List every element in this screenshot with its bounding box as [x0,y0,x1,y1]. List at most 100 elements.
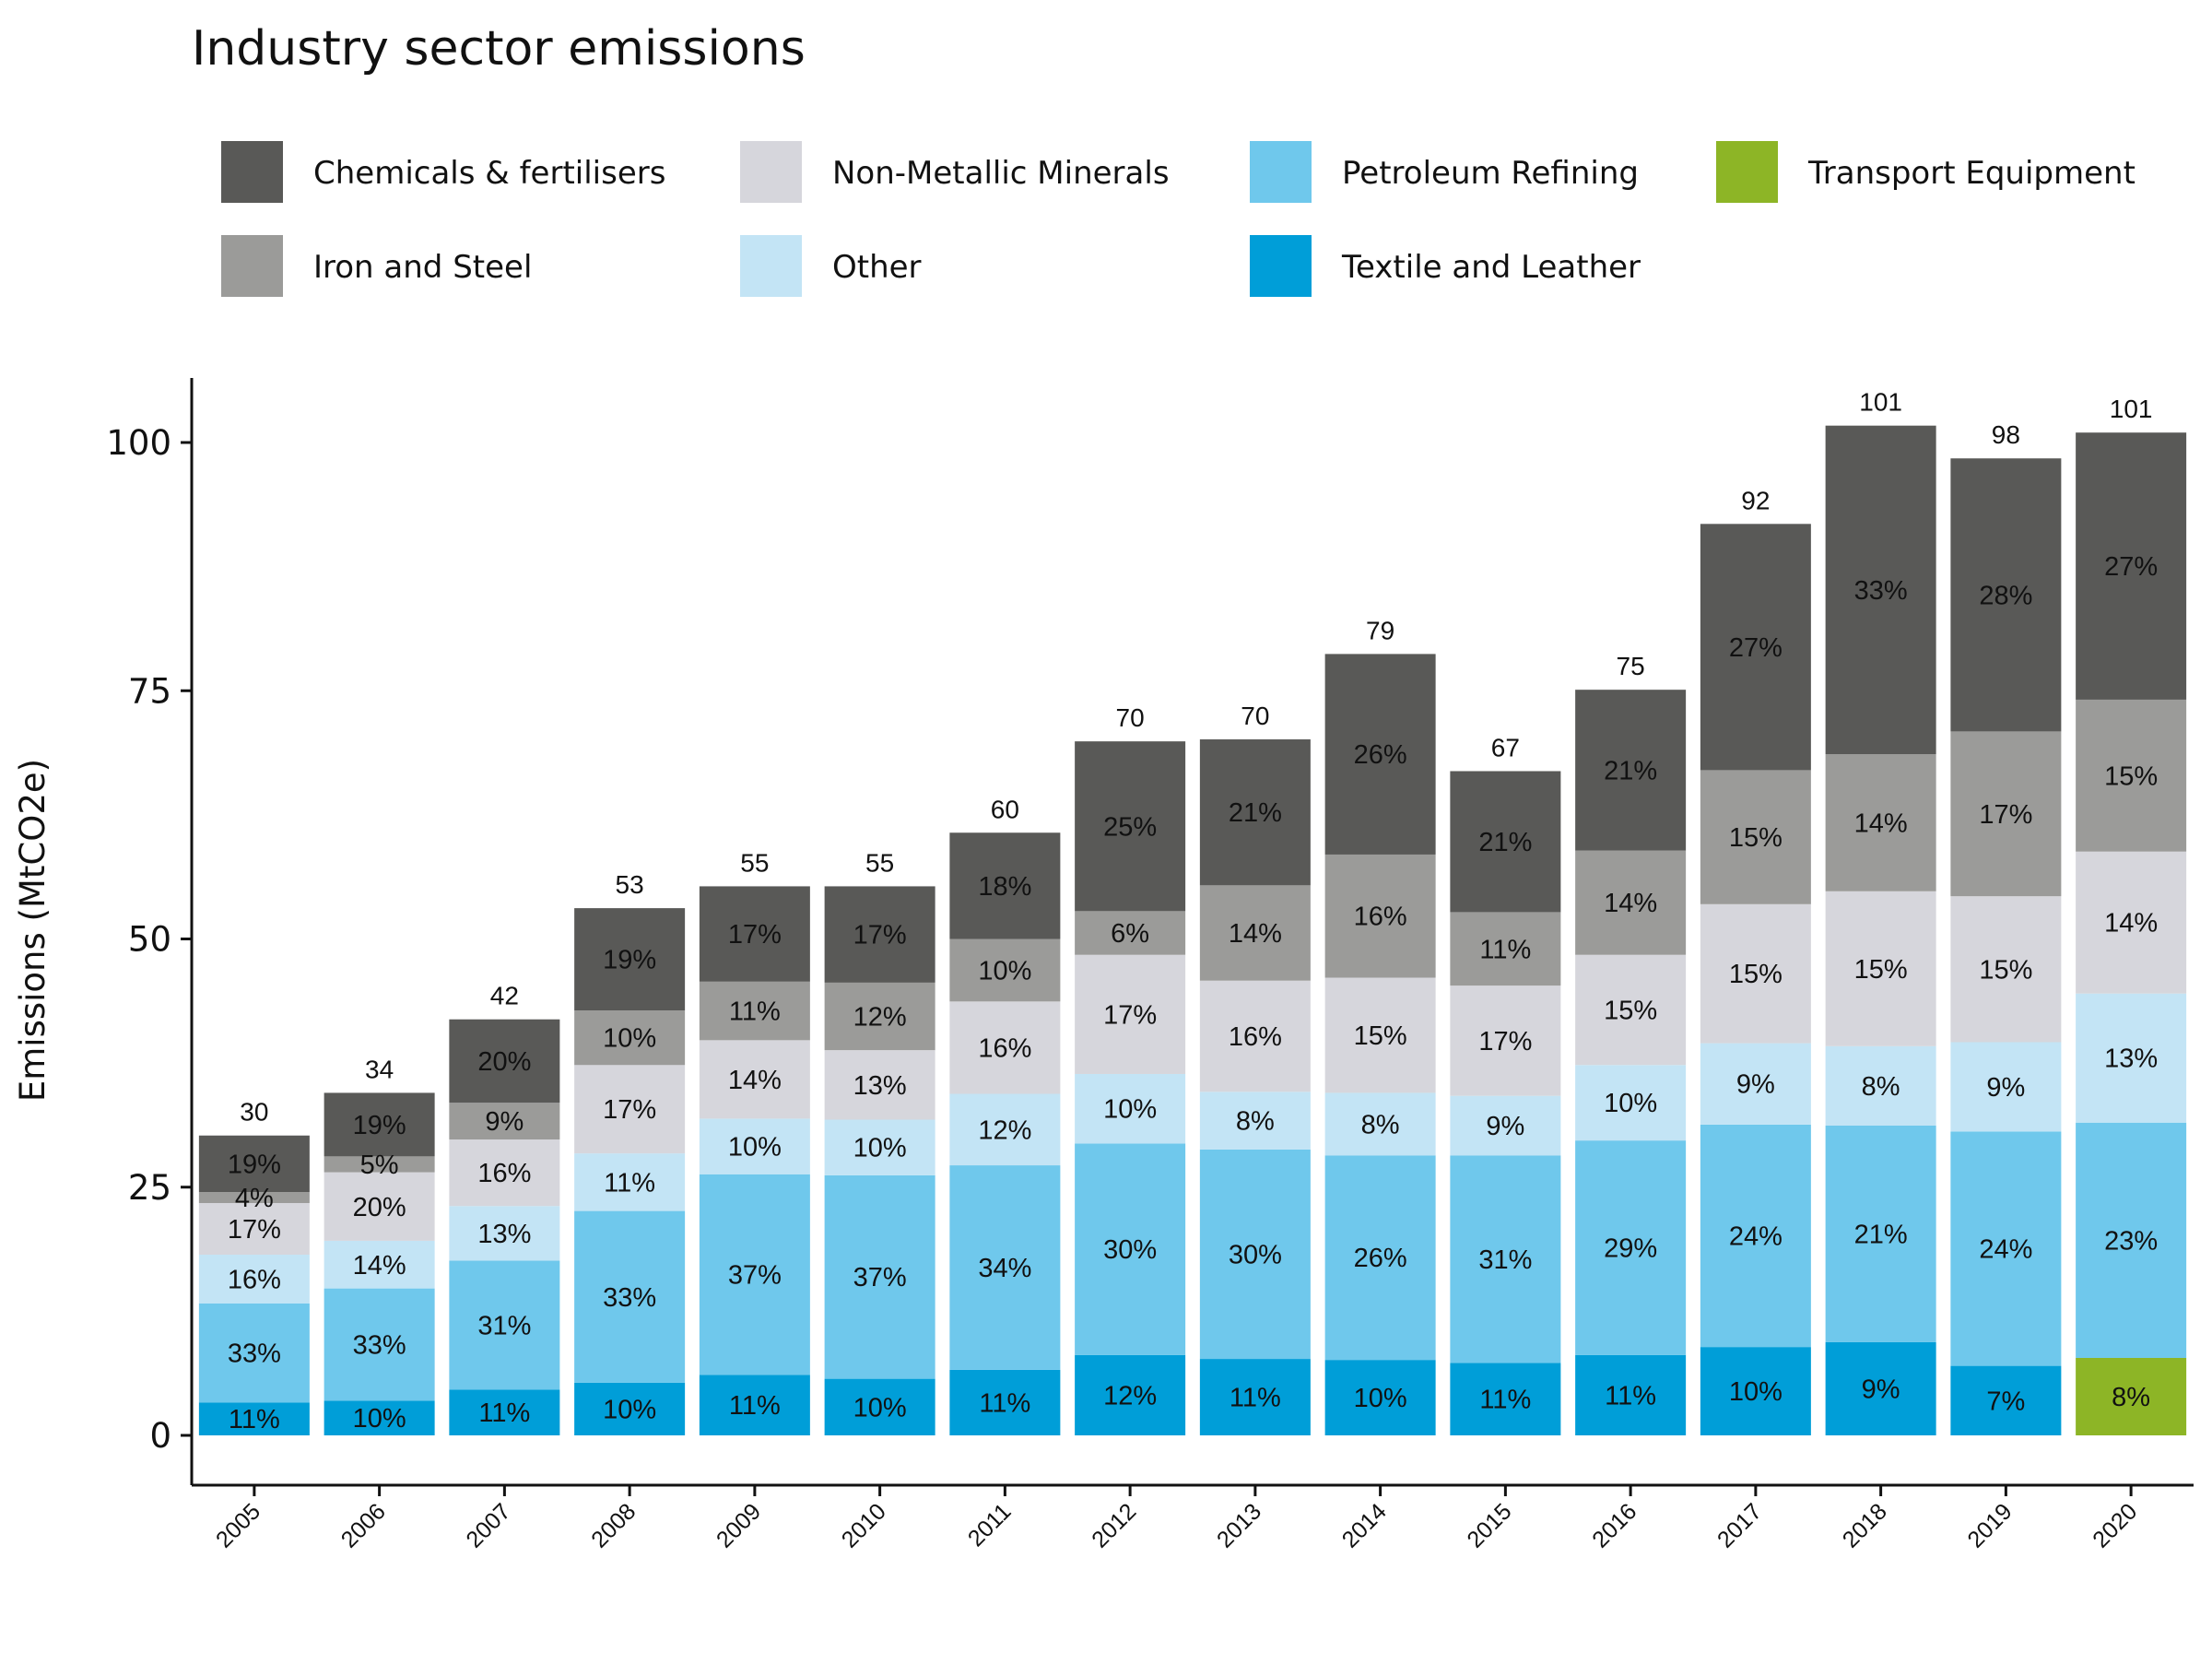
pct-label-non-metallic-minerals-2013: 16% [1229,1022,1282,1052]
bar-petroleum-refining-2020 [2076,1122,2187,1358]
pct-label-petroleum-refining-2005: 33% [228,1339,281,1369]
total-label-2018: 101 [1859,388,1902,417]
bar-petroleum-refining-2016 [1575,1140,1687,1355]
bar-non-metallic-minerals-2008 [574,1065,686,1154]
bar-chemicals-and-fertilisers-2012 [1075,741,1186,912]
pct-label-textile-and-leather-2014: 10% [1354,1384,1407,1413]
bar-other-2018 [1825,1045,1936,1126]
total-label-2014: 79 [1366,616,1394,644]
bar-other-2005 [198,1254,310,1304]
pct-label-chemicals-and-fertilisers-2013: 21% [1229,798,1282,828]
bar-iron-and-steel-2009 [699,981,810,1041]
pct-label-textile-and-leather-2013: 11% [1230,1384,1281,1413]
x-tick-label-2013: 2013 [1212,1498,1266,1552]
x-tick-label-2006: 2006 [336,1498,391,1552]
bar-petroleum-refining-2019 [1950,1131,2062,1366]
bar-other-2020 [2076,993,2187,1123]
pct-label-iron-and-steel-2007: 9% [485,1107,524,1137]
pct-label-iron-and-steel-2006: 5% [360,1151,399,1180]
bar-iron-and-steel-2008 [574,1010,686,1066]
data-labels: 11%33%16%17%4%19%3010%33%14%20%5%19%3411… [228,388,2158,1435]
bar-group-2015 [1450,771,1561,1435]
bars [198,425,2187,1435]
total-label-2017: 92 [1741,486,1770,514]
pct-label-non-metallic-minerals-2016: 15% [1604,997,1657,1026]
pct-label-other-2009: 10% [728,1133,782,1162]
bar-other-2008 [574,1153,686,1211]
x-tick-label-2012: 2012 [1087,1498,1141,1552]
legend-swatch-chemicals-and-fertilisers [221,141,283,203]
pct-label-transport-equipment-2020: 8% [2112,1383,2150,1412]
pct-label-chemicals-and-fertilisers-2014: 26% [1354,740,1407,770]
bar-petroleum-refining-2018 [1825,1125,1936,1342]
pct-label-iron-and-steel-2012: 6% [1111,919,1149,949]
y-tick-label-75: 75 [128,671,171,711]
pct-label-textile-and-leather-2011: 11% [979,1388,1030,1418]
pct-label-non-metallic-minerals-2020: 14% [2104,909,2158,938]
bar-non-metallic-minerals-2018 [1825,891,1936,1046]
bar-petroleum-refining-2006 [324,1288,435,1401]
total-label-2016: 75 [1617,652,1645,680]
bar-petroleum-refining-2008 [574,1210,686,1383]
pct-label-iron-and-steel-2017: 15% [1729,823,1783,853]
total-label-2009: 55 [740,848,769,877]
x-tick-label-2010: 2010 [837,1498,891,1552]
bar-other-2006 [324,1240,435,1289]
bar-petroleum-refining-2014 [1324,1155,1436,1361]
bar-chemicals-and-fertilisers-2016 [1575,690,1687,851]
bar-petroleum-refining-2015 [1450,1155,1561,1363]
bar-textile-and-leather-2006 [324,1400,435,1435]
legend-item-transport-equipment: Transport Equipment [1716,141,2136,203]
x-tick-label-2018: 2018 [1838,1498,1892,1552]
bar-iron-and-steel-2005 [198,1192,310,1203]
bar-non-metallic-minerals-2016 [1575,954,1687,1066]
pct-label-non-metallic-minerals-2010: 13% [853,1071,907,1101]
pct-label-non-metallic-minerals-2015: 17% [1478,1027,1532,1056]
y-tick-label-100: 100 [106,423,171,463]
pct-label-other-2016: 10% [1604,1089,1657,1118]
bar-other-2014 [1324,1092,1436,1156]
pct-label-chemicals-and-fertilisers-2008: 19% [603,946,656,975]
pct-label-petroleum-refining-2009: 37% [728,1261,782,1291]
bar-iron-and-steel-2016 [1575,850,1687,955]
legend-label-transport-equipment: Transport Equipment [1807,155,2136,192]
legend-swatch-textile-and-leather [1250,235,1312,297]
legend-item-chemicals-and-fertilisers: Chemicals & fertilisers [221,141,665,203]
bar-textile-and-leather-2011 [949,1369,1061,1435]
pct-label-iron-and-steel-2009: 11% [729,997,781,1027]
bar-other-2019 [1950,1042,2062,1132]
pct-label-petroleum-refining-2014: 26% [1354,1244,1407,1273]
bar-iron-and-steel-2015 [1450,912,1561,986]
pct-label-non-metallic-minerals-2018: 15% [1854,955,1908,985]
pct-label-petroleum-refining-2017: 24% [1729,1222,1783,1252]
bar-other-2011 [949,1093,1061,1166]
pct-label-textile-and-leather-2007: 11% [478,1398,530,1428]
bar-iron-and-steel-2020 [2076,699,2187,852]
total-label-2007: 42 [490,982,519,1010]
bar-group-2020 [2076,432,2187,1435]
pct-label-iron-and-steel-2013: 14% [1229,919,1282,949]
bar-other-2013 [1199,1092,1311,1150]
bar-non-metallic-minerals-2017 [1700,903,1811,1044]
bar-textile-and-leather-2016 [1575,1354,1687,1435]
legend-item-non-metallic-minerals: Non-Metallic Minerals [740,141,1170,203]
bar-chemicals-and-fertilisers-2010 [824,886,935,983]
pct-label-textile-and-leather-2018: 9% [1862,1375,1900,1404]
legend-item-iron-and-steel: Iron and Steel [221,235,532,297]
bar-non-metallic-minerals-2012 [1075,954,1186,1074]
bar-group-2014 [1324,654,1436,1435]
bar-iron-and-steel-2007 [449,1103,560,1140]
bar-petroleum-refining-2013 [1199,1149,1311,1360]
legend-swatch-other [740,235,802,297]
total-label-2012: 70 [1116,703,1145,732]
pct-label-chemicals-and-fertilisers-2017: 27% [1729,633,1783,663]
total-label-2020: 101 [2110,395,2153,423]
x-tick-label-2008: 2008 [586,1498,641,1552]
pct-label-other-2006: 14% [353,1251,406,1280]
bar-non-metallic-minerals-2015 [1450,985,1561,1096]
legend-item-petroleum-refining: Petroleum Refining [1250,141,1639,203]
pct-label-textile-and-leather-2008: 10% [603,1395,656,1424]
pct-label-other-2020: 13% [2104,1044,2158,1074]
legend: Chemicals & fertilisers Non-Metallic Mine… [221,141,2136,297]
pct-label-petroleum-refining-2010: 37% [853,1263,907,1292]
